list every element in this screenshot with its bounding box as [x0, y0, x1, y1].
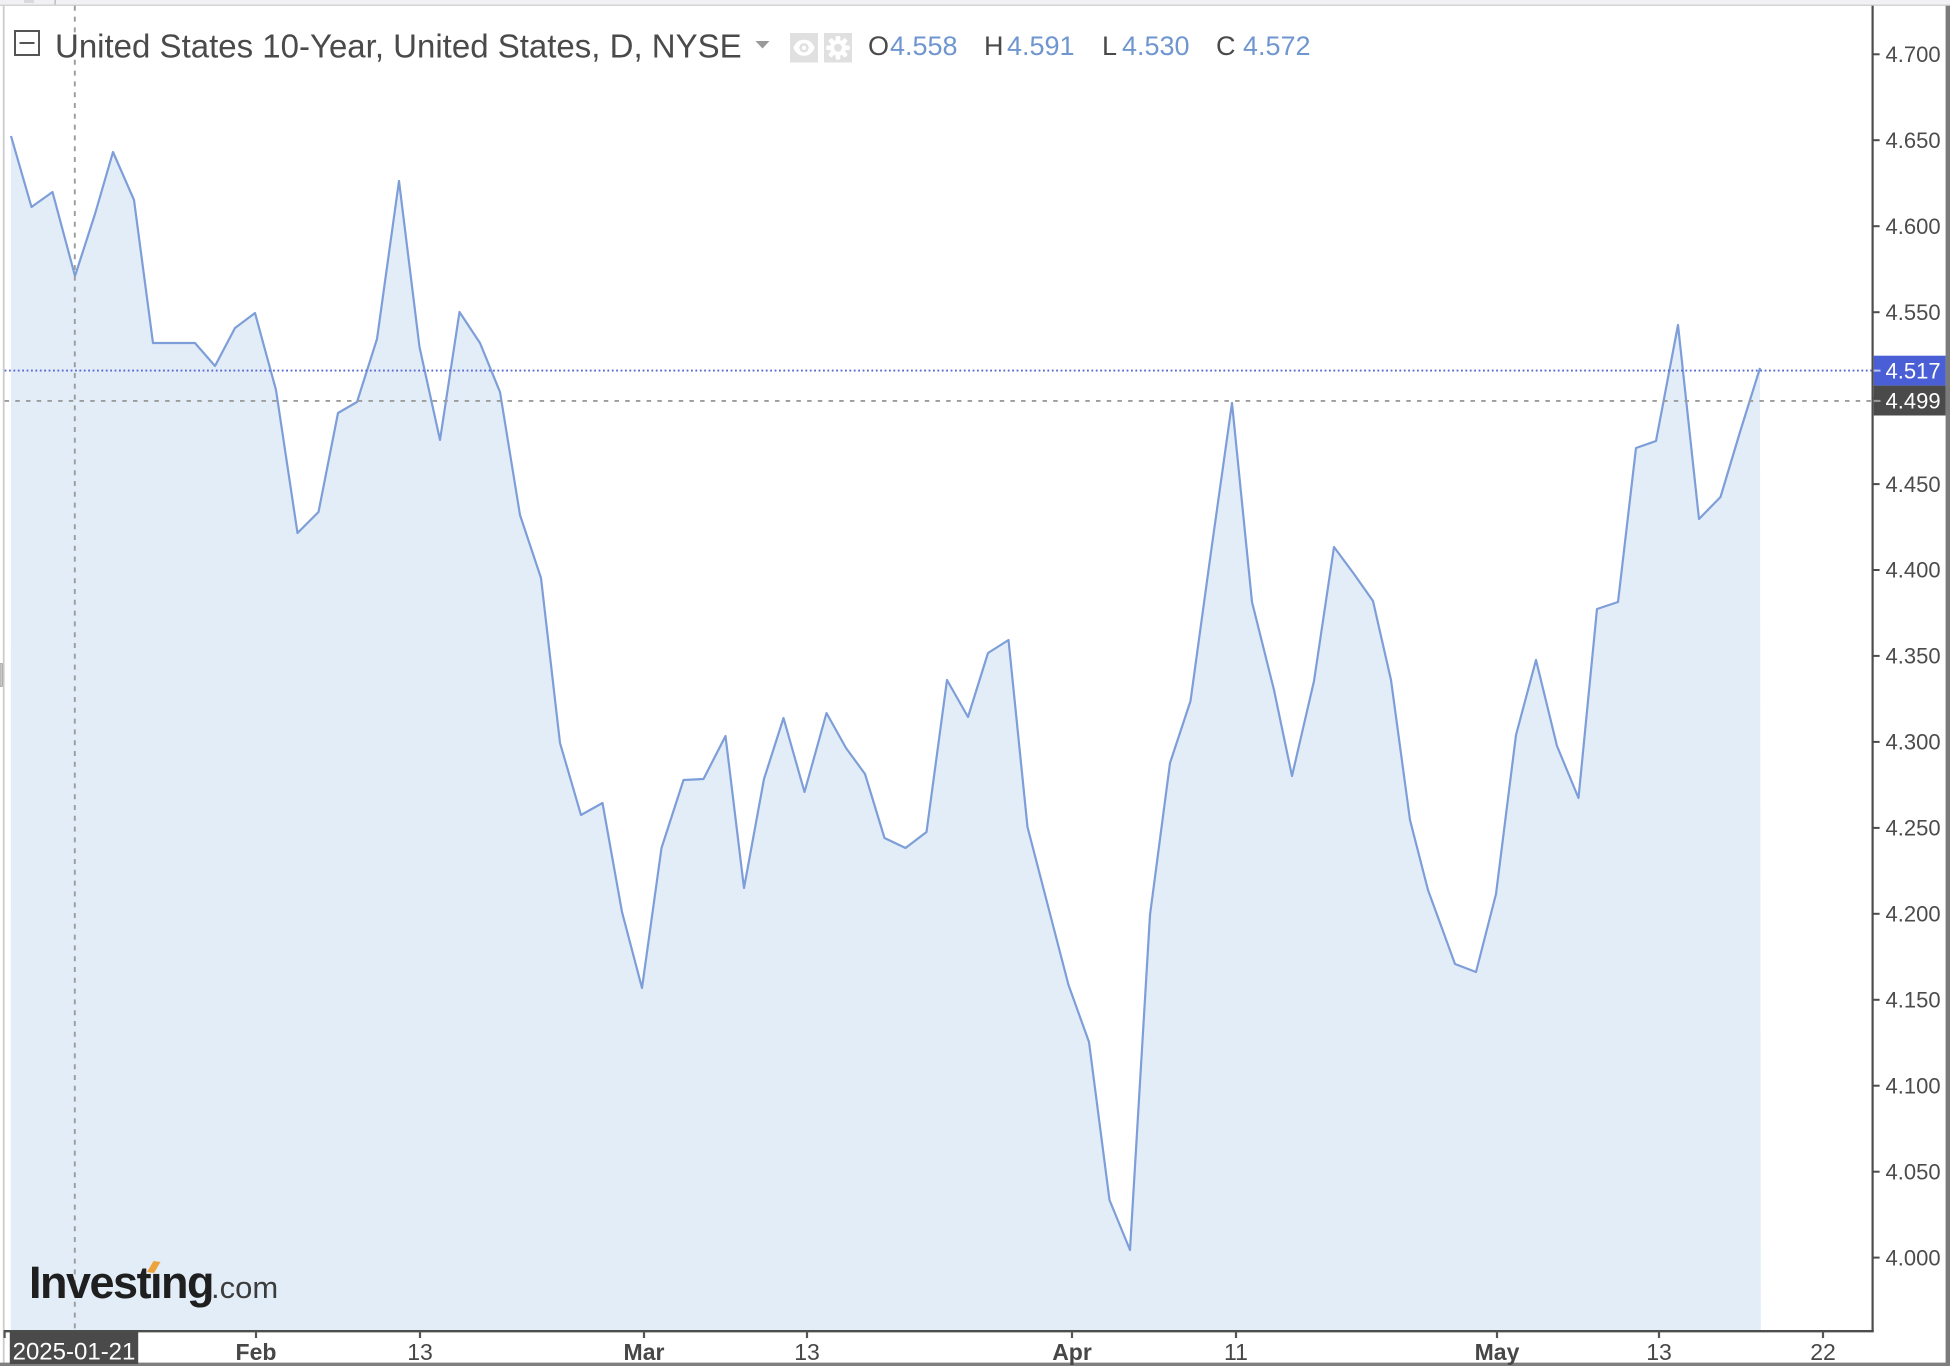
svg-text:4.300: 4.300: [1886, 730, 1941, 755]
svg-text:Mar: Mar: [624, 1339, 665, 1365]
svg-text:4.100: 4.100: [1886, 1073, 1941, 1098]
svg-text:2025-01-21: 2025-01-21: [13, 1339, 136, 1366]
svg-text:4.450: 4.450: [1886, 472, 1941, 497]
svg-text:4.591: 4.591: [1007, 31, 1075, 61]
svg-text:4.600: 4.600: [1886, 214, 1941, 239]
svg-text:O: O: [868, 31, 889, 61]
svg-text:4.530: 4.530: [1122, 31, 1190, 61]
svg-text:Feb: Feb: [236, 1339, 277, 1365]
svg-text:H: H: [984, 31, 1004, 61]
svg-text:.com: .com: [211, 1270, 278, 1305]
svg-text:22: 22: [1810, 1339, 1836, 1365]
svg-text:4.550: 4.550: [1886, 300, 1941, 325]
svg-text:4.700: 4.700: [1886, 42, 1941, 67]
svg-text:C: C: [1216, 31, 1236, 61]
svg-text:13: 13: [407, 1339, 433, 1365]
svg-text:4.000: 4.000: [1886, 1245, 1941, 1270]
svg-text:4.050: 4.050: [1886, 1159, 1941, 1184]
svg-text:4.650: 4.650: [1886, 128, 1941, 153]
svg-text:13: 13: [794, 1339, 820, 1365]
svg-text:4.572: 4.572: [1243, 31, 1311, 61]
svg-text:May: May: [1475, 1339, 1520, 1365]
svg-text:4.499: 4.499: [1886, 389, 1941, 414]
svg-text:4.250: 4.250: [1886, 816, 1941, 841]
svg-text:United States 10-Year, United: United States 10-Year, United States, D,…: [55, 27, 742, 64]
svg-text:L: L: [1102, 31, 1117, 61]
svg-text:4.150: 4.150: [1886, 988, 1941, 1013]
svg-text:4.517: 4.517: [1886, 358, 1941, 383]
svg-text:4.400: 4.400: [1886, 558, 1941, 583]
svg-text:Investıng: Investıng: [29, 1257, 213, 1308]
svg-text:4.200: 4.200: [1886, 902, 1941, 927]
svg-text:4.350: 4.350: [1886, 644, 1941, 669]
svg-text:13: 13: [1646, 1339, 1672, 1365]
svg-text:Apr: Apr: [1052, 1339, 1092, 1365]
svg-text:11: 11: [1224, 1339, 1248, 1365]
svg-text:4.558: 4.558: [890, 31, 958, 61]
